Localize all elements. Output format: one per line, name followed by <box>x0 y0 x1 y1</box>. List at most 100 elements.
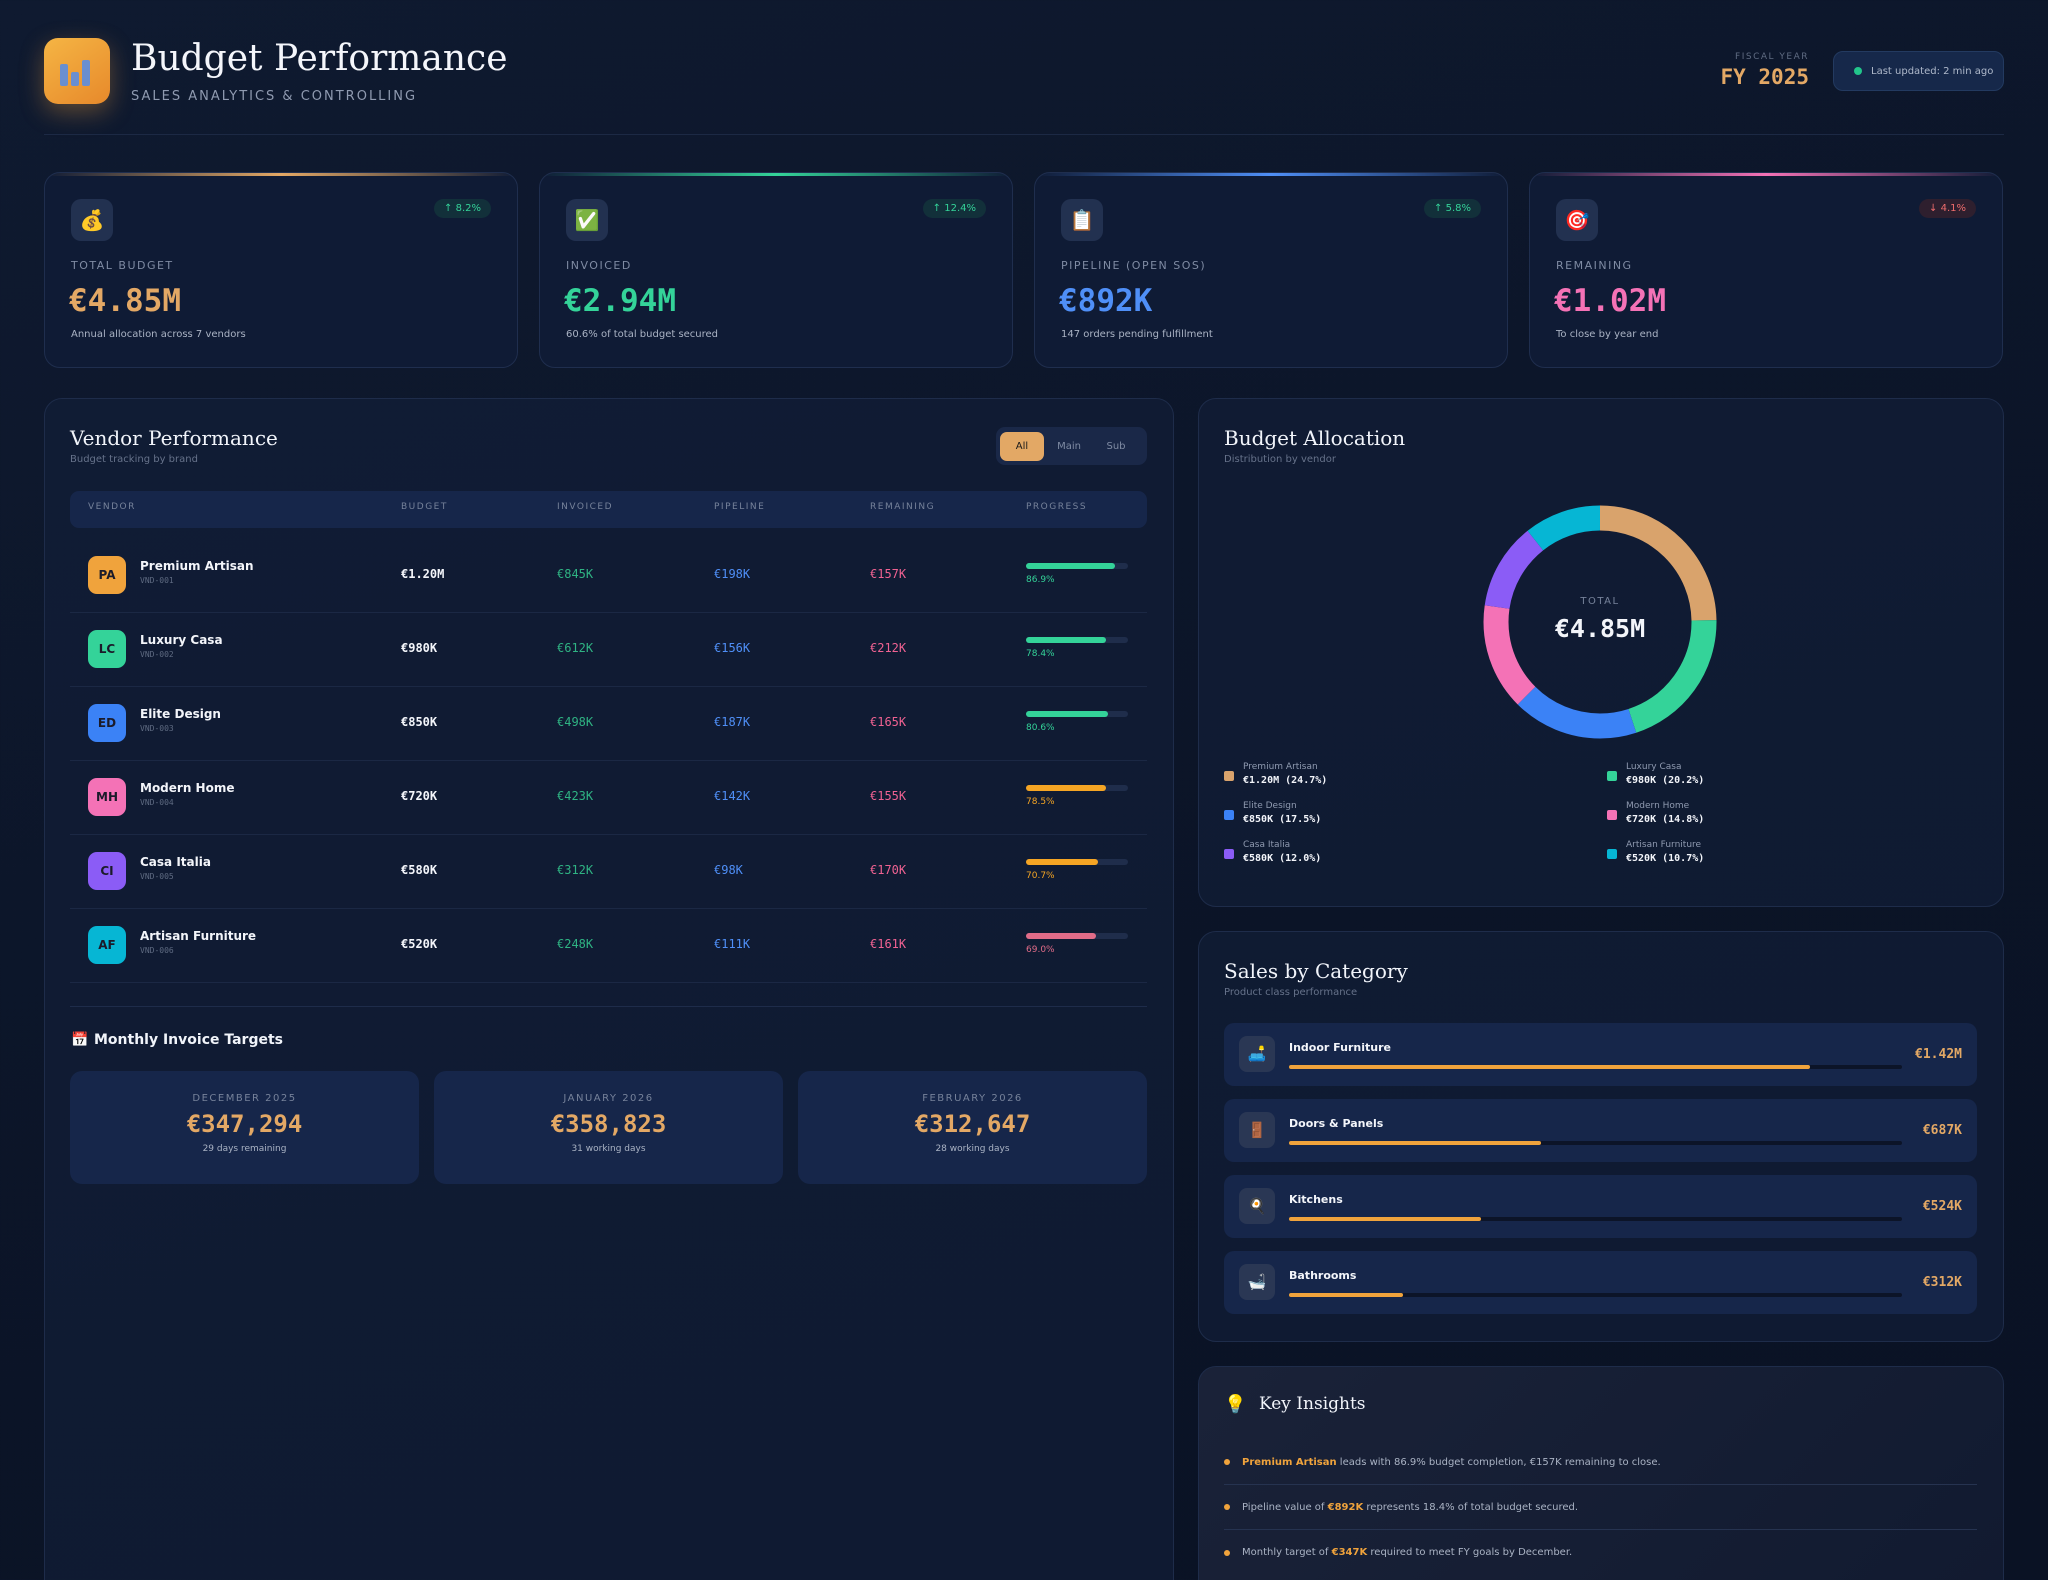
insight-text: Premium Artisan leads with 86.9% budget … <box>1242 1457 1661 1468</box>
legend-name: Luxury Casa <box>1626 762 1682 772</box>
donut-segment <box>1483 505 1717 739</box>
column-header: PROGRESS <box>1026 502 1088 512</box>
progress-label: 78.5% <box>1026 797 1055 807</box>
category-bar <box>1289 1217 1482 1221</box>
vendor-name: Premium Artisan <box>140 559 254 573</box>
vendor-code: VND-002 <box>140 650 174 659</box>
kpi-label: INVOICED <box>566 259 632 272</box>
vendor-remaining: €212K <box>870 641 907 655</box>
legend-swatch <box>1607 810 1617 820</box>
progress-track <box>1026 563 1128 569</box>
vendor-row: LC Luxury Casa VND-002 €980K €612K €156K €212K… <box>70 613 1147 687</box>
kpi-accent <box>45 173 517 176</box>
progress-track <box>1026 933 1128 939</box>
header-divider <box>44 134 2004 135</box>
vendor-remaining: €165K <box>870 715 907 729</box>
insight-item: Pipeline value of €892K represents 18.4%… <box>1224 1485 1977 1530</box>
progress-track <box>1026 785 1128 791</box>
category-value: €524K <box>1922 1199 1962 1214</box>
vendor-pipeline: €142K <box>714 789 751 803</box>
vendor-panel <box>44 398 1174 1580</box>
vendor-remaining: €161K <box>870 937 907 951</box>
vendor-remaining: €155K <box>870 789 907 803</box>
logo-bar <box>82 60 90 86</box>
kpi-note: 60.6% of total budget secured <box>566 329 719 340</box>
donut-center-label: TOTAL <box>1580 596 1620 607</box>
target-note: 31 working days <box>571 1144 646 1154</box>
vendor-avatar: ED <box>88 704 126 742</box>
filter-group: All Main Sub <box>996 427 1147 465</box>
legend-name: Artisan Furniture <box>1626 840 1702 850</box>
legend-swatch <box>1607 849 1617 859</box>
vendor-name: Luxury Casa <box>140 633 223 647</box>
column-header: PIPELINE <box>714 502 766 512</box>
category-title: Sales by Category <box>1224 959 1408 983</box>
target-note: 29 days remaining <box>202 1144 287 1154</box>
target-card: DECEMBER 2025 €347,294 29 days remaining <box>70 1071 419 1184</box>
progress-label: 86.9% <box>1026 575 1055 585</box>
vendor-pipeline: €198K <box>714 567 751 581</box>
vendor-invoiced: €248K <box>557 937 594 951</box>
vendor-invoiced: €612K <box>557 641 594 655</box>
vendor-avatar: MH <box>88 778 126 816</box>
vendor-pipeline: €111K <box>714 937 751 951</box>
kpi-card: 🎯 ↓ 4.1% REMAINING €1.02M To close by year e… <box>1529 172 2003 368</box>
vendor-row: AF Artisan Furniture VND-006 €520K €248K €111… <box>70 909 1147 983</box>
filter-button[interactable]: All <box>1000 431 1044 461</box>
kpi-accent <box>1035 173 1507 176</box>
vendor-avatar: AF <box>88 926 126 964</box>
vendor-budget: €850K <box>401 715 438 729</box>
progress-label: 70.7% <box>1026 871 1055 881</box>
progress-bar <box>1026 933 1097 939</box>
target-value: €312,647 <box>914 1110 1031 1138</box>
column-header: VENDOR <box>88 502 136 512</box>
donut-segment <box>1483 505 1717 739</box>
progress-label: 80.6% <box>1026 723 1055 733</box>
donut-segment <box>1483 505 1717 739</box>
category-icon: 🍳 <box>1239 1188 1275 1224</box>
category-row: 🛋️ Indoor Furniture €1.42M <box>1224 1023 1977 1086</box>
filter-button[interactable]: Sub <box>1106 440 1126 452</box>
allocation-panel <box>1198 398 2004 907</box>
column-header: REMAINING <box>870 502 936 512</box>
progress-track <box>1026 711 1128 717</box>
filter-button[interactable]: Main <box>1057 440 1081 452</box>
vendor-row: MH Modern Home VND-004 €720K €423K €142K €155K… <box>70 761 1147 835</box>
page-subtitle: SALES ANALYTICS & CONTROLLING <box>131 89 418 104</box>
category-track <box>1289 1065 1902 1069</box>
category-name: Indoor Furniture <box>1289 1041 1391 1054</box>
category-bar <box>1289 1065 1811 1069</box>
donut-chart <box>1483 505 1717 739</box>
kpi-label: PIPELINE (OPEN SOS) <box>1061 259 1207 272</box>
column-header: BUDGET <box>401 502 448 512</box>
category-icon: 🛋️ <box>1239 1036 1275 1072</box>
vendor-avatar: CI <box>88 852 126 890</box>
insight-item: Monthly target of €347K required to meet… <box>1224 1530 1977 1575</box>
vendor-pipeline: €156K <box>714 641 751 655</box>
page-title: Budget Performance <box>131 38 508 79</box>
monthly-title: Monthly Invoice Targets <box>94 1032 283 1048</box>
target-note: 28 working days <box>935 1144 1010 1154</box>
vendor-pipeline: €187K <box>714 715 751 729</box>
insights-icon: 💡 <box>1224 1394 1247 1415</box>
category-icon: 🚪 <box>1239 1112 1275 1148</box>
category-value: €312K <box>1922 1275 1962 1290</box>
column-header: INVOICED <box>557 502 614 512</box>
monthly-icon: 📅 <box>71 1032 89 1048</box>
legend-name: Modern Home <box>1626 801 1690 811</box>
legend-name: Elite Design <box>1243 801 1297 811</box>
allocation-title: Budget Allocation <box>1224 426 1406 450</box>
progress-bar <box>1026 637 1106 643</box>
legend-value: €1.20M (24.7%) <box>1243 775 1328 786</box>
logo-bar <box>60 64 68 86</box>
category-name: Bathrooms <box>1289 1269 1357 1282</box>
target-label: DECEMBER 2025 <box>192 1093 297 1104</box>
vendor-code: VND-006 <box>140 946 174 955</box>
legend-swatch <box>1224 849 1234 859</box>
legend-value: €980K (20.2%) <box>1626 775 1705 786</box>
kpi-value: €892K <box>1059 283 1153 319</box>
progress-bar <box>1026 859 1099 865</box>
vendor-row: CI Casa Italia VND-005 €580K €312K €98K €170K 7… <box>70 835 1147 909</box>
insight-highlight: €347K <box>1331 1547 1368 1558</box>
vendor-invoiced: €423K <box>557 789 594 803</box>
